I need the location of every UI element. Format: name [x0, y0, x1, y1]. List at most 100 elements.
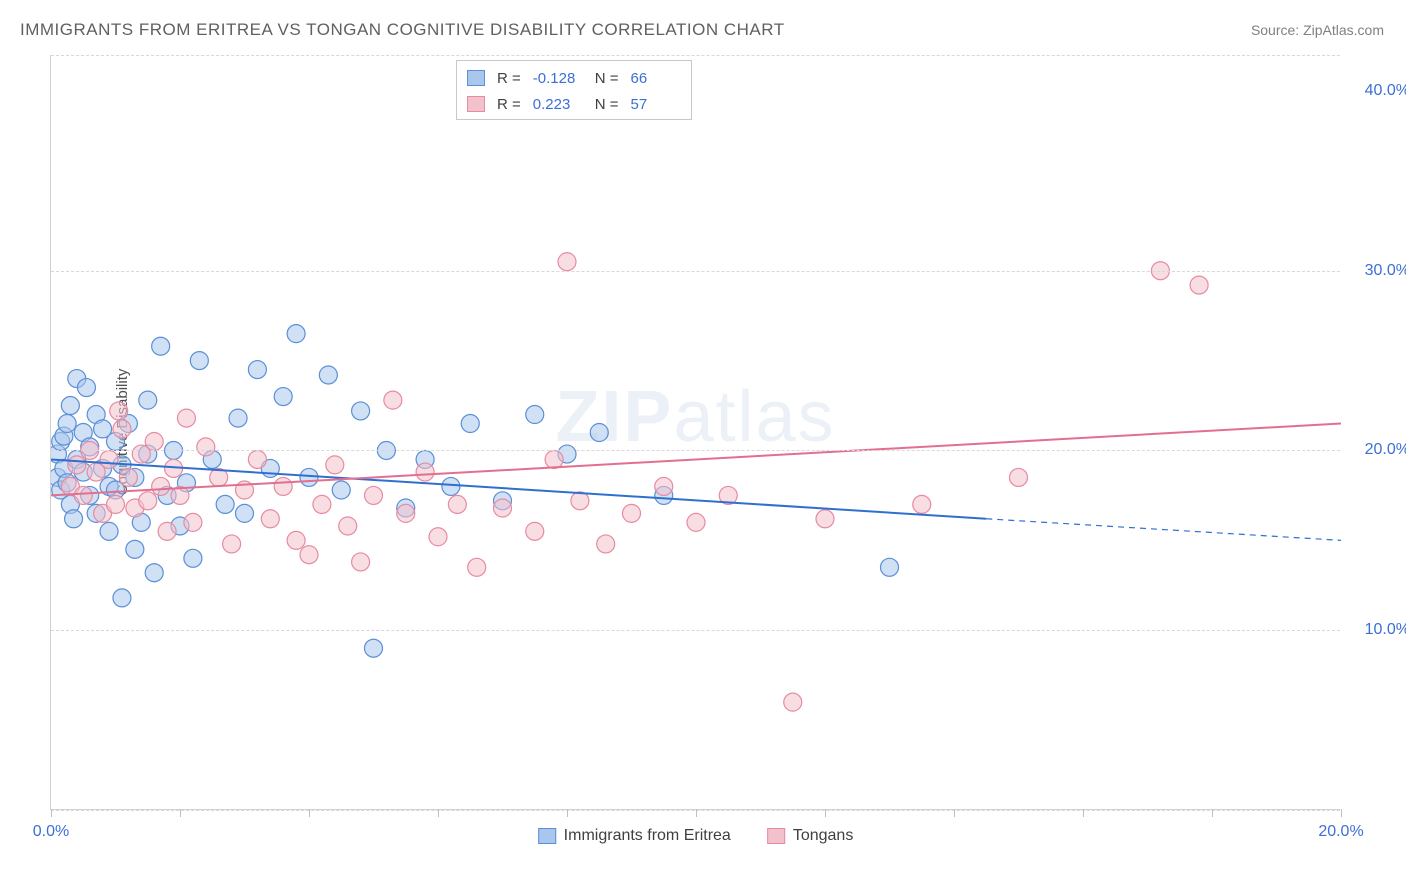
- trend-line: [51, 424, 1341, 496]
- scatter-point: [365, 639, 383, 657]
- gridline-h: [51, 450, 1340, 451]
- scatter-point: [287, 531, 305, 549]
- scatter-point: [65, 510, 83, 528]
- scatter-point: [623, 504, 641, 522]
- scatter-point: [110, 402, 128, 420]
- scatter-point: [326, 456, 344, 474]
- scatter-point: [274, 388, 292, 406]
- legend-swatch-1: [767, 828, 785, 844]
- scatter-point: [126, 540, 144, 558]
- scatter-point: [113, 420, 131, 438]
- scatter-point: [248, 450, 266, 468]
- chart-title: IMMIGRANTS FROM ERITREA VS TONGAN COGNIT…: [20, 20, 785, 40]
- trend-line-extrapolated: [986, 519, 1341, 541]
- legend-item-0: Immigrants from Eritrea: [538, 827, 731, 845]
- scatter-point: [248, 361, 266, 379]
- scatter-point: [526, 406, 544, 424]
- legend-bottom: Immigrants from Eritrea Tongans: [538, 827, 854, 845]
- scatter-point: [384, 391, 402, 409]
- y-tick-label: 10.0%: [1350, 621, 1406, 639]
- scatter-point: [177, 409, 195, 427]
- scatter-point: [229, 409, 247, 427]
- scatter-point: [139, 492, 157, 510]
- scatter-point: [442, 477, 460, 495]
- scatter-point: [197, 438, 215, 456]
- legend-item-1: Tongans: [767, 827, 854, 845]
- scatter-point: [119, 468, 137, 486]
- gridline-h: [51, 271, 1340, 272]
- scatter-point: [913, 495, 931, 513]
- scatter-point: [416, 463, 434, 481]
- scatter-point: [274, 477, 292, 495]
- scatter-point: [107, 495, 125, 513]
- scatter-point: [558, 253, 576, 271]
- scatter-point: [448, 495, 466, 513]
- scatter-point: [152, 477, 170, 495]
- x-tick: [1083, 809, 1084, 817]
- scatter-point: [881, 558, 899, 576]
- scatter-point: [687, 513, 705, 531]
- gridline-h: [51, 55, 1340, 56]
- x-tick: [954, 809, 955, 817]
- scatter-point: [216, 495, 234, 513]
- scatter-point: [58, 415, 76, 433]
- scatter-point: [461, 415, 479, 433]
- x-tick: [567, 809, 568, 817]
- scatter-point: [68, 456, 86, 474]
- scatter-point: [526, 522, 544, 540]
- scatter-point: [319, 366, 337, 384]
- scatter-point: [339, 517, 357, 535]
- x-tick-label: 0.0%: [33, 823, 69, 841]
- x-tick: [1212, 809, 1213, 817]
- scatter-point: [352, 402, 370, 420]
- scatter-point: [300, 468, 318, 486]
- legend-swatch-0: [538, 828, 556, 844]
- scatter-point: [365, 486, 383, 504]
- plot-area: Cognitive Disability ZIPatlas R = -0.128…: [50, 55, 1340, 810]
- scatter-point: [352, 553, 370, 571]
- scatter-point: [816, 510, 834, 528]
- scatter-point: [100, 450, 118, 468]
- scatter-point: [152, 337, 170, 355]
- gridline-h: [51, 630, 1340, 631]
- scatter-point: [1190, 276, 1208, 294]
- scatter-point: [223, 535, 241, 553]
- x-tick: [825, 809, 826, 817]
- scatter-point: [590, 424, 608, 442]
- scatter-point: [77, 379, 95, 397]
- scatter-point: [100, 522, 118, 540]
- scatter-point: [190, 352, 208, 370]
- scatter-point: [300, 546, 318, 564]
- scatter-point: [139, 391, 157, 409]
- x-tick-label: 20.0%: [1318, 823, 1363, 841]
- scatter-point: [184, 513, 202, 531]
- scatter-point: [571, 492, 589, 510]
- scatter-point: [184, 549, 202, 567]
- scatter-point: [145, 432, 163, 450]
- scatter-point: [468, 558, 486, 576]
- x-tick: [180, 809, 181, 817]
- x-tick: [51, 809, 52, 817]
- x-tick: [309, 809, 310, 817]
- scatter-point: [494, 499, 512, 517]
- scatter-point: [236, 504, 254, 522]
- scatter-point: [113, 589, 131, 607]
- scatter-point: [61, 397, 79, 415]
- scatter-point: [1010, 468, 1028, 486]
- scatter-point: [397, 504, 415, 522]
- y-tick-label: 20.0%: [1350, 441, 1406, 459]
- scatter-point: [545, 450, 563, 468]
- x-tick: [438, 809, 439, 817]
- scatter-point: [261, 510, 279, 528]
- scatter-point: [287, 325, 305, 343]
- y-tick-label: 30.0%: [1350, 262, 1406, 280]
- scatter-point: [332, 481, 350, 499]
- legend-label-0: Immigrants from Eritrea: [564, 827, 731, 845]
- scatter-point: [597, 535, 615, 553]
- x-tick: [1341, 809, 1342, 817]
- x-tick: [696, 809, 697, 817]
- scatter-point: [313, 495, 331, 513]
- scatter-point: [429, 528, 447, 546]
- scatter-point: [74, 486, 92, 504]
- scatter-point: [655, 477, 673, 495]
